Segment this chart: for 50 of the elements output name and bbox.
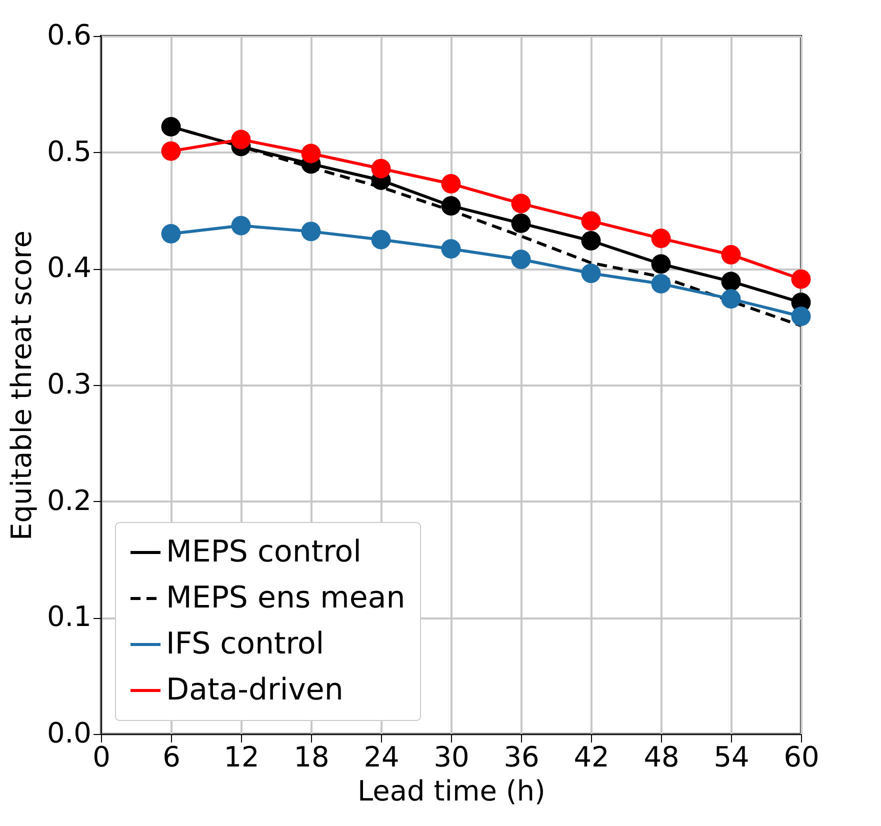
point bbox=[791, 269, 811, 289]
point bbox=[441, 174, 461, 194]
x-tick-label: 18 bbox=[294, 740, 330, 774]
x-tick-label: 42 bbox=[574, 740, 610, 774]
point bbox=[511, 194, 531, 214]
y-tick-label: 0.5 bbox=[46, 134, 92, 168]
x-tick-label: 48 bbox=[644, 740, 680, 774]
legend-label: MEPS ens mean bbox=[166, 580, 406, 616]
y-tick-label: 0.2 bbox=[46, 484, 92, 517]
point bbox=[721, 289, 741, 309]
x-tick-label: 60 bbox=[784, 740, 820, 774]
legend-label: IFS control bbox=[166, 626, 324, 662]
x-axis-title: Lead time (h) bbox=[358, 774, 546, 808]
x-tick-label: 30 bbox=[434, 740, 470, 774]
point bbox=[721, 244, 741, 264]
y-tick-label: 0.0 bbox=[46, 716, 92, 750]
point bbox=[581, 231, 601, 250]
x-tick-label: 6 bbox=[162, 740, 180, 774]
point bbox=[231, 130, 251, 150]
legend-label: MEPS control bbox=[166, 534, 362, 570]
point bbox=[791, 306, 811, 326]
y-axis-title: Equitable threat score bbox=[4, 230, 38, 540]
point bbox=[301, 144, 321, 164]
point bbox=[651, 228, 671, 248]
point bbox=[651, 254, 671, 274]
y-tick-label: 0.4 bbox=[46, 251, 92, 284]
legend-label: Data-driven bbox=[166, 672, 344, 708]
point bbox=[441, 196, 461, 216]
x-tick-label: 12 bbox=[224, 740, 260, 774]
point bbox=[581, 264, 601, 284]
x-tick-label: 24 bbox=[364, 740, 400, 774]
point bbox=[371, 158, 391, 178]
y-tick-label: 0.1 bbox=[46, 600, 92, 634]
point bbox=[161, 141, 181, 161]
point bbox=[651, 274, 671, 294]
point bbox=[581, 211, 601, 231]
point bbox=[721, 272, 741, 292]
y-tick-label: 0.3 bbox=[46, 368, 92, 400]
point bbox=[371, 230, 391, 250]
point bbox=[511, 214, 531, 234]
point bbox=[161, 117, 181, 136]
point bbox=[161, 224, 181, 244]
x-tick-label: 54 bbox=[714, 740, 750, 774]
x-tick-label: 36 bbox=[504, 740, 540, 774]
point bbox=[301, 222, 321, 242]
point bbox=[441, 239, 461, 259]
x-tick-label: 0 bbox=[92, 740, 110, 774]
y-tick-label: 0.6 bbox=[46, 18, 92, 52]
point bbox=[231, 216, 251, 236]
point bbox=[511, 250, 531, 270]
